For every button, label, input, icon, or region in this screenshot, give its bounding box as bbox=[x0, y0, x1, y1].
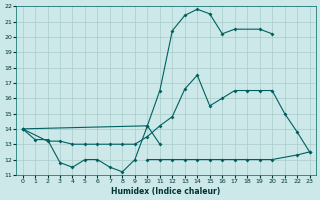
X-axis label: Humidex (Indice chaleur): Humidex (Indice chaleur) bbox=[111, 187, 221, 196]
